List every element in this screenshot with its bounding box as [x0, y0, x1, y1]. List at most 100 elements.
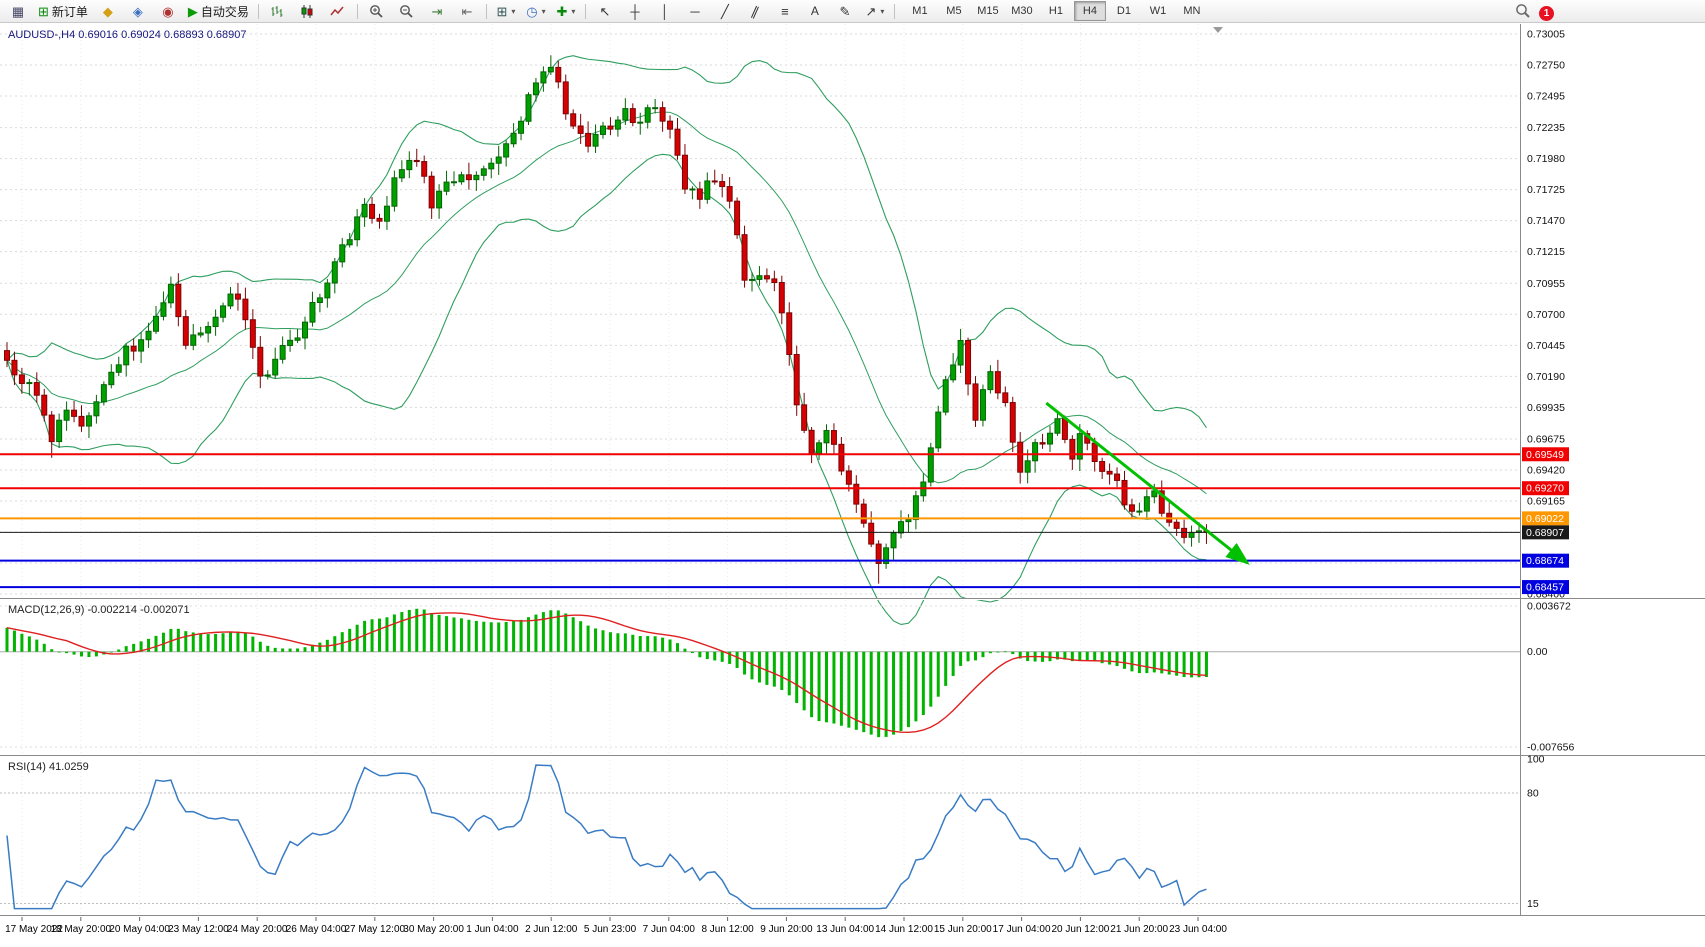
candlesticks — [4, 55, 1210, 584]
market-watch-icon[interactable]: ◆ — [102, 3, 113, 19]
line-chart-icon[interactable] — [324, 0, 352, 22]
svg-text:0.71470: 0.71470 — [1527, 215, 1565, 227]
autotrading-button[interactable]: ▶ 自动交易 — [184, 0, 253, 22]
svg-text:0.69022: 0.69022 — [1526, 513, 1564, 525]
svg-text:0.69165: 0.69165 — [1527, 495, 1565, 507]
svg-text:14 Jun 12:00: 14 Jun 12:00 — [875, 924, 933, 935]
svg-text:0.69549: 0.69549 — [1526, 449, 1564, 461]
search-icon[interactable] — [1515, 3, 1531, 24]
chart-shift-icon[interactable]: ⇤ — [461, 3, 473, 19]
new-chart-button[interactable]: ⊞ ▾ — [496, 3, 516, 19]
notification-badge[interactable]: 1 — [1539, 6, 1554, 21]
bollinger-bands — [6, 55, 1207, 626]
svg-text:2 Jun 12:00: 2 Jun 12:00 — [525, 924, 578, 935]
axis-price-box: 0.69270 — [1522, 481, 1569, 496]
separator — [356, 3, 358, 19]
svg-text:5 Jun 23:00: 5 Jun 23:00 — [584, 924, 637, 935]
svg-text:23 Jun 04:00: 23 Jun 04:00 — [1169, 924, 1227, 935]
navigator-icon[interactable]: ◉ — [162, 3, 174, 19]
channel-tool-icon[interactable]: ∥ — [748, 2, 761, 20]
data-window-icon[interactable]: ◈ — [132, 3, 143, 19]
new-order-icon: ⊞ — [38, 3, 49, 19]
svg-text:20 May 04:00: 20 May 04:00 — [109, 924, 170, 935]
svg-text:0.70445: 0.70445 — [1527, 340, 1565, 352]
profiles-button[interactable]: ◷ ▾ — [526, 3, 546, 19]
svg-text:23 May 12:00: 23 May 12:00 — [168, 924, 229, 935]
timeframe-mn[interactable]: MN — [1183, 5, 1201, 17]
svg-text:9 Jun 20:00: 9 Jun 20:00 — [760, 924, 813, 935]
crosshair-tool-icon[interactable]: ┼ — [630, 3, 640, 19]
new-order-button[interactable]: ⊞ 新订单 — [34, 0, 92, 22]
svg-text:0.71980: 0.71980 — [1527, 153, 1565, 165]
cursor-tool-icon[interactable]: ↖ — [599, 3, 611, 19]
separator — [584, 3, 586, 19]
svg-text:0.69420: 0.69420 — [1527, 464, 1565, 476]
vertical-line-tool-icon[interactable]: │ — [660, 3, 669, 19]
svg-text:0.69270: 0.69270 — [1526, 483, 1564, 495]
svg-text:0.72235: 0.72235 — [1527, 122, 1565, 134]
timeframe-h4[interactable]: H4 — [1073, 1, 1106, 21]
fibonacci-tool-icon[interactable]: ≡ — [781, 3, 789, 19]
axis-price-box: 0.68457 — [1522, 580, 1569, 595]
macd-signal-line — [6, 612, 1207, 734]
autoscroll-icon[interactable]: ⇥ — [431, 3, 443, 19]
svg-text:8 Jun 12:00: 8 Jun 12:00 — [701, 924, 754, 935]
chevron-down-icon: ▾ — [511, 6, 516, 16]
macd-histogram — [5, 608, 1208, 738]
rsi-label: RSI(14) 41.0259 — [8, 761, 89, 773]
zoom-out-icon[interactable] — [393, 0, 421, 22]
svg-text:0.68674: 0.68674 — [1526, 555, 1564, 567]
svg-text:0.71215: 0.71215 — [1527, 246, 1565, 258]
svg-text:15: 15 — [1527, 898, 1539, 910]
price-axis: 0.73005 0.72750 0.72495 0.72235 0.71980 0.717… — [1527, 29, 1574, 911]
separator — [257, 3, 259, 19]
svg-text:0.003672: 0.003672 — [1527, 601, 1571, 613]
candlestick-chart-icon[interactable] — [294, 0, 322, 22]
svg-text:21 Jun 20:00: 21 Jun 20:00 — [1110, 924, 1168, 935]
text-label-tool-icon[interactable]: ✎ — [839, 3, 851, 19]
arrows-tool-button[interactable]: ↗ ▾ — [865, 3, 885, 19]
timeframe-h1[interactable]: H1 — [1048, 5, 1063, 17]
svg-text:0.70700: 0.70700 — [1527, 309, 1565, 321]
timeframe-m1[interactable]: M1 — [912, 5, 928, 17]
svg-text:1 Jun 04:00: 1 Jun 04:00 — [466, 924, 519, 935]
svg-text:13 Jun 04:00: 13 Jun 04:00 — [816, 924, 874, 935]
new-order-label: 新订单 — [51, 4, 88, 19]
timeframe-m5[interactable]: M5 — [946, 5, 962, 17]
timeframe-m30[interactable]: M30 — [1011, 5, 1033, 17]
svg-text:0.70955: 0.70955 — [1527, 278, 1565, 290]
svg-text:20 Jun 12:00: 20 Jun 12:00 — [1051, 924, 1109, 935]
timeframe-d1[interactable]: D1 — [1116, 5, 1131, 17]
svg-text:0.70190: 0.70190 — [1527, 371, 1565, 383]
svg-text:0.68907: 0.68907 — [1526, 527, 1564, 539]
trendline-tool-icon[interactable]: ╱ — [721, 3, 729, 19]
svg-text:0.00: 0.00 — [1527, 646, 1548, 658]
zoom-in-icon[interactable] — [363, 0, 391, 22]
axis-price-box: 0.68907 — [1522, 525, 1569, 540]
svg-text:17 Jun 04:00: 17 Jun 04:00 — [993, 924, 1051, 935]
axis-price-box: 0.68674 — [1522, 553, 1569, 568]
horizontal-line-tool-icon[interactable]: ─ — [690, 3, 700, 19]
axis-price-box: 0.69549 — [1522, 447, 1569, 462]
bar-chart-icon[interactable] — [264, 0, 292, 22]
timeframe-m15[interactable]: M15 — [977, 5, 999, 17]
ohlc-readout: AUDUSD-,H4 0.69016 0.69024 0.68893 0.689… — [8, 29, 247, 41]
svg-text:0.73005: 0.73005 — [1527, 29, 1565, 41]
svg-text:26 May 04:00: 26 May 04:00 — [286, 924, 347, 935]
separator — [893, 3, 895, 19]
text-tool-icon[interactable]: A — [810, 4, 819, 18]
svg-text:24 May 20:00: 24 May 20:00 — [227, 924, 288, 935]
svg-text:100: 100 — [1527, 754, 1545, 766]
main-toolbar: ▦ ⊞ 新订单 ◆ ◈ ◉ ▶ 自动交易 ⇥ ⇤ ⊞ ▾ ◷ ▾ ✚ ▾ ↖ ┼ │ … — [0, 0, 1705, 23]
indicators-button[interactable]: ✚ ▾ — [556, 3, 576, 19]
chevron-down-icon: ▾ — [541, 6, 546, 16]
chart-window-icon[interactable]: ▦ — [11, 3, 25, 19]
svg-text:27 May 12:00: 27 May 12:00 — [344, 924, 405, 935]
chevron-down-icon: ▾ — [880, 6, 885, 16]
chart-canvas[interactable]: 0.73005 0.72750 0.72495 0.72235 0.71980 0.717… — [0, 24, 1705, 947]
shift-marker-icon — [1213, 27, 1223, 33]
svg-text:30 May 20:00: 30 May 20:00 — [403, 924, 464, 935]
timeframe-w1[interactable]: W1 — [1149, 5, 1167, 17]
trend-arrow[interactable] — [1045, 401, 1250, 565]
